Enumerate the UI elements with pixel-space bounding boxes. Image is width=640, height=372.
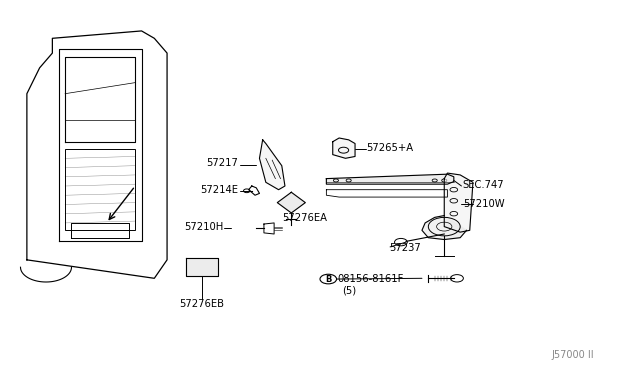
Text: 57210W: 57210W: [463, 199, 504, 209]
Text: 57276EA: 57276EA: [282, 214, 327, 224]
Polygon shape: [259, 140, 285, 190]
Text: SEC.747: SEC.747: [463, 180, 504, 190]
Text: 57210H: 57210H: [184, 222, 223, 232]
Text: 57265+A: 57265+A: [366, 142, 413, 153]
Polygon shape: [333, 138, 355, 158]
Polygon shape: [422, 215, 467, 240]
Text: J57000 II: J57000 II: [552, 350, 594, 359]
Polygon shape: [186, 258, 218, 276]
Text: (5): (5): [342, 285, 356, 295]
Polygon shape: [277, 192, 305, 213]
Bar: [65, 149, 135, 230]
Text: 57276EB: 57276EB: [180, 299, 225, 309]
Polygon shape: [444, 173, 473, 232]
Polygon shape: [326, 174, 454, 184]
Text: 57237: 57237: [389, 243, 420, 253]
Text: 57217: 57217: [207, 158, 239, 168]
Text: 57214E: 57214E: [200, 185, 239, 195]
Text: 08156-8161F: 08156-8161F: [338, 274, 404, 284]
Text: B: B: [325, 275, 332, 283]
